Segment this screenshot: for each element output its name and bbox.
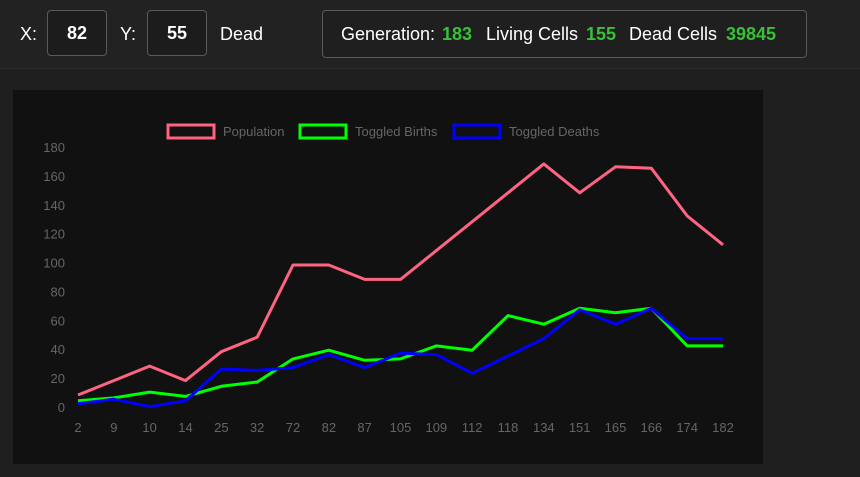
y-tick-label: 40: [51, 342, 65, 357]
x-tick-label: 9: [110, 420, 117, 435]
x-tick-label: 109: [425, 420, 447, 435]
generation-value: 183: [442, 24, 473, 44]
stats-panel: Generation: 183 Living Cells 155 Dead Ce…: [322, 10, 807, 58]
generation-label: Generation:: [341, 24, 436, 44]
y-tick-label: 160: [43, 169, 65, 184]
y-tick-label: 20: [51, 371, 65, 386]
dead-cells-value: 39845: [726, 24, 777, 44]
legend-label: Toggled Deaths: [509, 124, 600, 139]
y-tick-label: 120: [43, 227, 65, 242]
y-tick-label: 180: [43, 140, 65, 155]
y-tick-label: 0: [58, 400, 65, 415]
y-tick-label: 80: [51, 284, 65, 299]
x-tick-label: 2: [74, 420, 81, 435]
x-tick-label: 87: [357, 420, 371, 435]
x-tick-label: 174: [676, 420, 698, 435]
y-label: Y:: [120, 24, 137, 44]
x-tick-label: 112: [462, 420, 483, 435]
x-tick-label: 82: [322, 420, 336, 435]
living-cells-label: Living Cells: [486, 24, 579, 44]
x-tick-label: 118: [498, 420, 519, 435]
legend-label: Toggled Births: [355, 124, 438, 139]
x-tick-label: 32: [250, 420, 264, 435]
x-tick-label: 166: [640, 420, 662, 435]
series-line-toggled-births: [77, 306, 723, 403]
y-tick-label: 100: [43, 256, 65, 271]
legend-swatch: [298, 123, 348, 140]
x-tick-label: 105: [390, 420, 412, 435]
x-tick-label: 182: [712, 420, 734, 435]
x-tick-label: 151: [569, 420, 591, 435]
legend-swatch: [166, 123, 216, 140]
x-label: X:: [20, 24, 38, 44]
x-coordinate-input[interactable]: 82: [47, 10, 107, 56]
x-tick-label: 165: [605, 420, 627, 435]
cell-state-text: Dead: [220, 24, 264, 44]
y-tick-label: 140: [43, 198, 65, 213]
chart-svg: 0 20 40 60 80 100 120 140 160 180 2 9 10 14 25 32 72 82 87…: [43, 123, 734, 435]
y-coordinate-input[interactable]: 55: [147, 10, 207, 56]
legend-swatch: [452, 123, 502, 140]
population-chart: 0 20 40 60 80 100 120 140 160 180 2 9 10 14 25 32 72 82 87…: [13, 90, 763, 464]
y-tick-label: 60: [51, 313, 65, 328]
series-line-population: [77, 162, 724, 397]
x-tick-label: 14: [178, 420, 192, 435]
x-tick-label: 10: [142, 420, 156, 435]
series-line-toggled-deaths: [77, 306, 723, 409]
legend-label: Population: [223, 124, 284, 139]
control-bar: X: 82 Y: 55 Dead Generation: 183 Living …: [0, 0, 860, 69]
x-tick-label: 134: [533, 420, 555, 435]
x-tick-label: 25: [214, 420, 228, 435]
dead-cells-label: Dead Cells: [629, 24, 718, 44]
x-tick-label: 72: [286, 420, 300, 435]
living-cells-value: 155: [586, 24, 617, 44]
